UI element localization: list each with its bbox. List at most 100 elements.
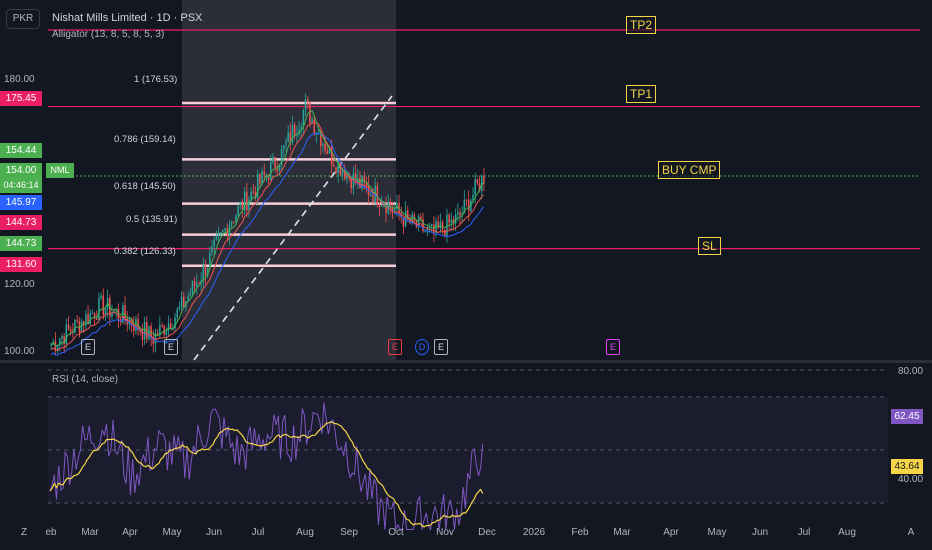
x-axis-label: Dec <box>478 527 496 538</box>
corner-a-icon[interactable]: A <box>907 527 915 538</box>
candle-body <box>230 221 233 226</box>
upcoming-earnings-icon[interactable]: E <box>606 339 620 355</box>
candle-body <box>235 215 237 223</box>
candle-body <box>322 143 324 147</box>
candle-body <box>385 204 387 213</box>
rsi-label[interactable]: RSI (14, close) <box>52 374 119 385</box>
candle-body <box>243 191 246 210</box>
green-line-badge: 144.73 <box>0 236 42 251</box>
x-axis-label: Oct <box>388 527 404 538</box>
trend-arrow <box>193 95 393 361</box>
candle-body <box>289 132 292 143</box>
currency-label[interactable]: PKR <box>6 9 40 29</box>
candle-body <box>350 176 352 189</box>
candle-body <box>256 174 259 198</box>
candle-body <box>430 224 433 227</box>
candle-body <box>146 322 148 340</box>
rsi-axis-bottom: 40.00 <box>898 474 924 485</box>
candle-body <box>213 239 215 247</box>
candle-body <box>400 213 403 218</box>
candle-body <box>89 313 91 325</box>
candle-body <box>174 317 176 328</box>
candle-body <box>359 177 361 189</box>
candle-body <box>263 171 265 175</box>
candle-body <box>222 230 224 233</box>
candle-body <box>248 199 250 211</box>
candle-body <box>278 165 281 172</box>
candle-body <box>80 321 83 333</box>
candle-body <box>293 124 296 136</box>
x-axis-label: Apr <box>663 527 679 538</box>
buy-cmp-label[interactable]: BUY CMP <box>658 161 721 179</box>
candle-body <box>346 173 348 180</box>
candle-body <box>333 165 335 167</box>
pane-divider <box>0 360 932 363</box>
candle-body <box>165 330 168 335</box>
candle-body <box>352 173 355 189</box>
candle-body <box>439 222 442 228</box>
candle-body <box>330 146 333 166</box>
fib-label-0786: 0.786 (159.14) <box>114 134 176 145</box>
candle-body <box>274 156 276 169</box>
x-axis-label: Jul <box>251 527 265 538</box>
candle-body <box>143 322 146 340</box>
candle-body <box>224 228 226 231</box>
candle-body <box>335 166 337 173</box>
indicator-label[interactable]: Alligator (13, 8, 5, 8, 5, 3) <box>52 29 165 40</box>
earnings-event-icon[interactable]: E <box>434 339 448 355</box>
x-axis-label: Aug <box>838 527 856 538</box>
candle-body <box>56 345 59 350</box>
x-axis-label: 2026 <box>522 527 546 538</box>
candle-body <box>82 321 85 326</box>
candle-body <box>285 141 287 146</box>
alligator-line <box>50 122 485 351</box>
rsi-axis-top: 80.00 <box>898 366 924 377</box>
earnings-event-icon[interactable]: E <box>164 339 178 355</box>
dividend-event-icon[interactable]: D <box>415 339 429 355</box>
sl-label[interactable]: SL <box>698 237 721 255</box>
candle-body <box>389 201 392 208</box>
x-axis-label: eb <box>45 527 57 538</box>
candle-body <box>96 318 98 320</box>
candle-body <box>252 191 255 193</box>
y-tick: 120.00 <box>4 279 35 290</box>
candle-body <box>402 217 405 227</box>
candle-body <box>270 161 272 180</box>
candle-body <box>324 143 326 151</box>
candle-body <box>404 210 407 227</box>
candle-body <box>363 176 366 183</box>
candle-body <box>154 333 157 344</box>
candle-body <box>457 212 459 215</box>
candle-body <box>159 325 161 336</box>
rsi-line <box>49 402 484 532</box>
candle-body <box>259 174 261 184</box>
candle-body <box>176 309 178 318</box>
symbol-title[interactable]: Nishat Mills Limited · 1D · PSX <box>52 12 203 24</box>
x-axis-label: Jun <box>751 527 769 538</box>
tp2-label[interactable]: TP2 <box>626 16 657 34</box>
candle-body <box>85 314 87 326</box>
candle-body <box>280 149 283 166</box>
earnings-event-icon[interactable]: E <box>81 339 95 355</box>
candle-body <box>287 132 289 142</box>
candle-body <box>470 200 472 212</box>
corner-z-icon[interactable]: Z <box>20 527 28 538</box>
candle-body <box>87 314 89 325</box>
earnings-event-icon[interactable]: E <box>388 339 402 355</box>
candle-body <box>472 194 474 201</box>
candle-body <box>193 281 196 287</box>
candle-body <box>463 199 466 214</box>
x-axis-label: Mar <box>81 527 99 538</box>
candle-body <box>437 221 439 228</box>
candle-body <box>311 119 313 123</box>
candle-body <box>328 146 331 154</box>
candle-body <box>204 265 207 276</box>
candle-body <box>196 283 198 287</box>
x-axis-label: Feb <box>571 527 589 538</box>
tp1-label[interactable]: TP1 <box>626 85 657 103</box>
candle-body <box>100 295 102 299</box>
candle-body <box>167 323 170 331</box>
candle-body <box>483 175 485 184</box>
candle-body <box>387 201 389 213</box>
